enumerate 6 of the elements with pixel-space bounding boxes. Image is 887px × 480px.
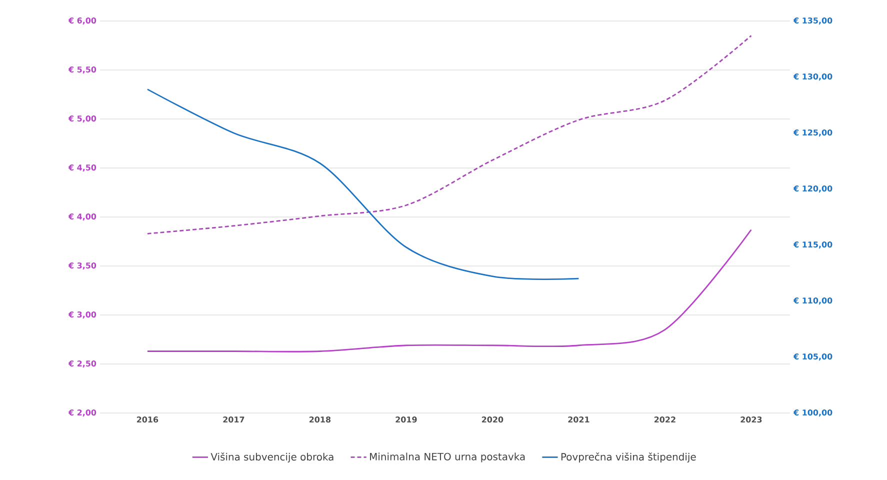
- line-series: [146, 88, 580, 280]
- legend-label: Višina subvencije obroka: [210, 452, 334, 463]
- line-series: [146, 229, 752, 352]
- legend-label: Povprečna višina štipendije: [561, 452, 696, 463]
- legend-label: Minimalna NETO urna postavka: [370, 452, 525, 462]
- line-series: [146, 34, 752, 234]
